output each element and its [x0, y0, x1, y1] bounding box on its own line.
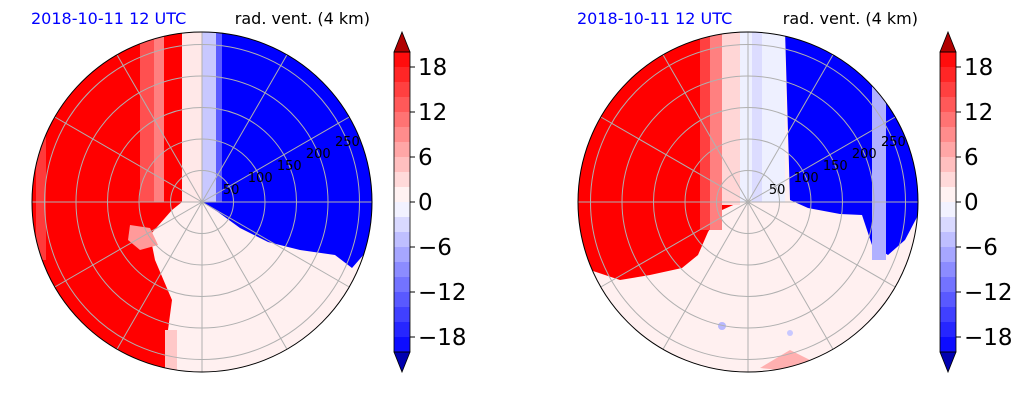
left-colorbar: 18 12 6 0 −6 −12 −18 — [393, 30, 467, 374]
colorbar-tick-label: −18 — [418, 325, 467, 351]
colorbar-tick-label: −6 — [418, 235, 452, 261]
left-polar-frame — [31, 31, 373, 373]
right-title-right: rad. vent. (4 km) — [783, 9, 918, 28]
left-grid — [32, 32, 372, 372]
colorbar-band — [394, 262, 410, 278]
colorbar-tick-label: −18 — [964, 325, 1013, 351]
right-grid — [578, 32, 918, 372]
colorbar-band — [394, 217, 410, 233]
right-colorbar-bands — [939, 30, 957, 374]
colorbar-band — [940, 112, 956, 128]
colorbar-band — [940, 97, 956, 113]
right-polar-plot: 50 100 150 200 250 2018-10-11 12 UTC rad. ve… — [577, 9, 919, 373]
colorbar-band — [940, 247, 956, 263]
colorbar-band — [940, 202, 956, 218]
colorbar-band — [940, 217, 956, 233]
colorbar-extend-max — [939, 30, 957, 53]
colorbar-band — [940, 322, 956, 338]
left-colorbar-bands — [393, 30, 411, 374]
colorbar-band — [394, 172, 410, 188]
colorbar-tick-label: 18 — [964, 55, 993, 81]
colorbar-band — [394, 187, 410, 203]
colorbar-tick-label: −12 — [964, 280, 1013, 306]
colorbar-band — [940, 127, 956, 143]
colorbar-band — [940, 292, 956, 308]
colorbar-tick-label: 12 — [964, 100, 993, 126]
colorbar-extend-max — [393, 30, 411, 53]
colorbar-band — [394, 322, 410, 338]
colorbar-tick-label: 0 — [964, 190, 979, 216]
right-polar-frame — [577, 31, 919, 373]
colorbar-band — [940, 82, 956, 98]
colorbar-band — [394, 202, 410, 218]
colorbar-tick-label: 0 — [418, 190, 433, 216]
colorbar-tick-label: −6 — [964, 235, 998, 261]
colorbar-band — [394, 307, 410, 323]
colorbar-band — [940, 262, 956, 278]
colorbar-extend-min — [393, 351, 411, 374]
colorbar-tick-label: 18 — [418, 55, 447, 81]
colorbar-band — [394, 112, 410, 128]
left-colorbar-ticks: 18 12 6 0 −6 −12 −18 — [410, 55, 467, 351]
colorbar-band — [940, 157, 956, 173]
right-colorbar-ticks: 18 12 6 0 −6 −12 −18 — [956, 55, 1013, 351]
colorbar-band — [394, 52, 410, 68]
colorbar-band — [940, 307, 956, 323]
left-polar-plot: 50 100 150 200 250 2018-10-11 12 UTC rad. ve… — [31, 9, 373, 373]
left-title-right: rad. vent. (4 km) — [235, 9, 370, 28]
colorbar-band — [394, 277, 410, 293]
colorbar-band — [394, 157, 410, 173]
colorbar-band — [940, 187, 956, 203]
colorbar-tick-label: 6 — [964, 145, 979, 171]
left-radial-tick-labels: 50 100 150 200 250 — [223, 135, 360, 198]
colorbar-band — [940, 277, 956, 293]
colorbar-band — [394, 247, 410, 263]
colorbar-tick-label: −12 — [418, 280, 467, 306]
radial-tick-label: 250 — [335, 135, 360, 150]
colorbar-band — [940, 52, 956, 68]
radial-tick-label: 100 — [794, 171, 819, 186]
radial-tick-label: 50 — [769, 183, 786, 198]
radial-tick-label: 150 — [823, 159, 848, 174]
right-radial-tick-labels: 50 100 150 200 250 — [769, 135, 906, 198]
radial-tick-label: 200 — [306, 147, 331, 162]
radial-tick-label: 150 — [277, 159, 302, 174]
right-colorbar: 18 12 6 0 −6 −12 −18 — [939, 30, 1013, 374]
radial-tick-label: 100 — [248, 171, 273, 186]
colorbar-extend-min — [939, 351, 957, 374]
radial-tick-label: 250 — [881, 135, 906, 150]
colorbar-tick-label: 12 — [418, 100, 447, 126]
colorbar-band — [394, 127, 410, 143]
colorbar-band — [394, 337, 410, 353]
colorbar-tick-label: 6 — [418, 145, 433, 171]
left-title-left: 2018-10-11 12 UTC — [31, 9, 186, 28]
colorbar-band — [394, 232, 410, 248]
colorbar-band — [394, 97, 410, 113]
colorbar-band — [940, 172, 956, 188]
colorbar-band — [940, 67, 956, 83]
colorbar-band — [940, 232, 956, 248]
colorbar-band — [394, 82, 410, 98]
colorbar-band — [394, 67, 410, 83]
radial-tick-label: 50 — [223, 183, 240, 198]
colorbar-band — [394, 292, 410, 308]
colorbar-band — [940, 337, 956, 353]
radial-tick-label: 200 — [852, 147, 877, 162]
right-title-left: 2018-10-11 12 UTC — [577, 9, 732, 28]
colorbar-band — [940, 142, 956, 158]
colorbar-band — [394, 142, 410, 158]
